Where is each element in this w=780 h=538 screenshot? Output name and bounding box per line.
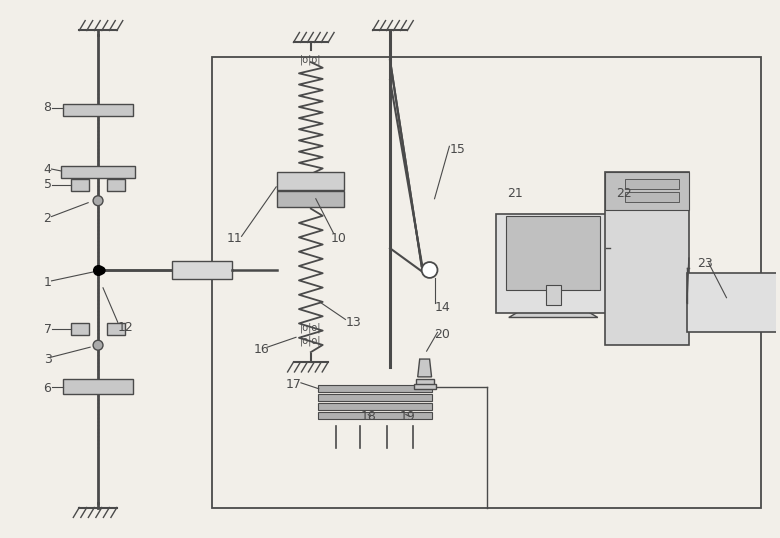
Bar [318,394,432,401]
Text: 15: 15 [449,143,465,155]
Text: 5: 5 [44,179,51,192]
Bar [107,179,125,191]
Bar [71,323,89,335]
Text: 7: 7 [44,323,51,336]
Bar [625,179,679,189]
Text: 2: 2 [44,212,51,225]
Bar [605,172,690,210]
Bar [318,412,432,419]
Bar [546,285,561,305]
Bar [625,192,679,202]
Text: 17: 17 [286,378,302,391]
Text: 20: 20 [434,328,450,341]
Bar [212,57,761,507]
Text: 12: 12 [118,321,133,334]
Circle shape [93,196,103,206]
Bar [172,261,232,279]
Bar [63,379,133,394]
Bar [506,216,601,291]
Text: 14: 14 [434,301,450,314]
Text: 16: 16 [254,343,269,356]
Polygon shape [418,359,431,377]
Bar [277,172,345,190]
Bar [63,104,133,116]
Bar [687,273,780,332]
Bar [277,191,345,207]
Text: 23: 23 [697,257,713,270]
Polygon shape [509,308,597,317]
Bar [107,323,125,335]
Text: |o|o|: |o|o| [300,55,321,66]
Bar [413,384,435,390]
Bar [605,172,690,345]
Bar [71,179,89,191]
Text: 10: 10 [331,232,346,245]
Text: 18: 18 [360,410,376,423]
Bar [496,214,610,313]
Text: 1: 1 [44,277,51,289]
Text: 13: 13 [346,316,361,329]
Text: 4: 4 [44,162,51,175]
Text: |o|o|: |o|o| [300,336,321,346]
Text: 22: 22 [615,187,631,200]
Circle shape [93,340,103,350]
Bar [61,166,135,179]
Text: 21: 21 [507,187,523,200]
Text: 3: 3 [44,352,51,365]
Bar [318,385,432,392]
Bar [416,379,434,387]
Text: 11: 11 [227,232,243,245]
Text: |o|o|: |o|o| [300,322,321,332]
Bar [318,403,432,410]
Text: 19: 19 [400,410,416,423]
Text: 6: 6 [44,383,51,395]
Circle shape [422,262,438,278]
Text: 8: 8 [44,101,51,114]
